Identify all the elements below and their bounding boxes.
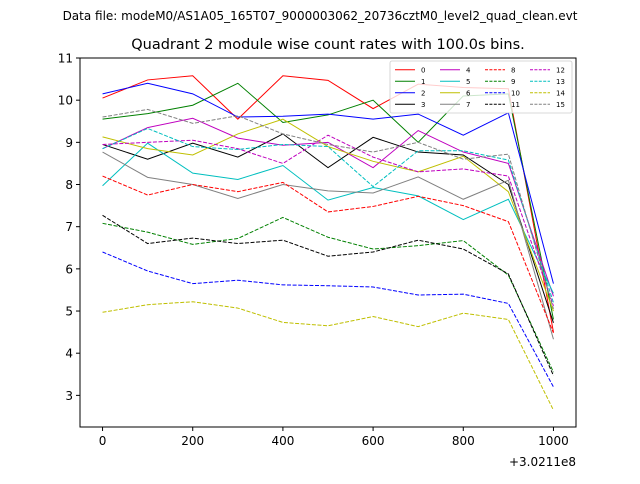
- x-tick-label: 200: [181, 434, 204, 448]
- legend-label-5: 5: [466, 78, 470, 86]
- legend-label-1: 1: [421, 78, 425, 86]
- y-tick-label: 9: [65, 136, 73, 150]
- legend-label-3: 3: [421, 101, 425, 109]
- y-tick-label: 5: [65, 305, 73, 319]
- legend-label-7: 7: [466, 101, 470, 109]
- legend-label-15: 15: [556, 101, 565, 109]
- series-line-6: [102, 118, 554, 312]
- series-line-13: [102, 127, 554, 303]
- series-line-3: [102, 133, 554, 323]
- y-tick-label: 10: [58, 94, 73, 108]
- figure-suptitle: Data file: modeM0/AS1A05_165T07_90000030…: [63, 9, 578, 23]
- series-line-9: [102, 216, 554, 373]
- y-axis: 3 4 5 6 7 8 9 10 11: [58, 52, 80, 403]
- series-line-12: [102, 134, 554, 307]
- y-tick-label: 11: [58, 52, 73, 66]
- y-tick-label: 4: [65, 347, 73, 361]
- x-tick-label: 800: [452, 434, 475, 448]
- series-line-10: [102, 251, 554, 388]
- series-line-4: [102, 117, 554, 297]
- y-tick-label: 7: [65, 220, 73, 234]
- legend-label-6: 6: [466, 89, 471, 97]
- series-line-14: [102, 301, 554, 411]
- series-line-11: [102, 214, 554, 376]
- plot-series: [102, 75, 554, 411]
- chart-title: Quadrant 2 module wise count rates with …: [131, 37, 525, 53]
- legend-box: [389, 60, 573, 114]
- legend-label-2: 2: [421, 89, 425, 97]
- series-line-8: [102, 175, 554, 334]
- x-tick-label: 0: [99, 434, 107, 448]
- series-line-7: [102, 151, 554, 340]
- legend-label-10: 10: [511, 89, 520, 97]
- x-offset-label: +3.0211e8: [509, 455, 576, 469]
- x-tick-label: 600: [362, 434, 385, 448]
- legend-label-14: 14: [556, 89, 565, 97]
- y-tick-label: 8: [65, 178, 73, 192]
- legend-label-12: 12: [556, 66, 565, 74]
- series-line-5: [102, 142, 554, 294]
- x-tick-label: 400: [271, 434, 294, 448]
- y-tick-label: 6: [65, 262, 73, 276]
- legend-label-13: 13: [556, 78, 565, 86]
- legend-label-9: 9: [511, 78, 515, 86]
- series-line-1: [102, 82, 554, 320]
- x-axis: 0 200 400 600 800 1000: [99, 427, 569, 448]
- legend-label-4: 4: [466, 66, 471, 74]
- series-line-15: [102, 108, 554, 310]
- x-tick-label: 1000: [538, 434, 569, 448]
- axes-frame: [79, 57, 577, 428]
- y-tick-label: 3: [65, 389, 73, 403]
- legend-label-11: 11: [511, 101, 520, 109]
- legend-label-8: 8: [511, 66, 515, 74]
- legend-label-0: 0: [421, 66, 425, 74]
- series-line-2: [102, 82, 554, 284]
